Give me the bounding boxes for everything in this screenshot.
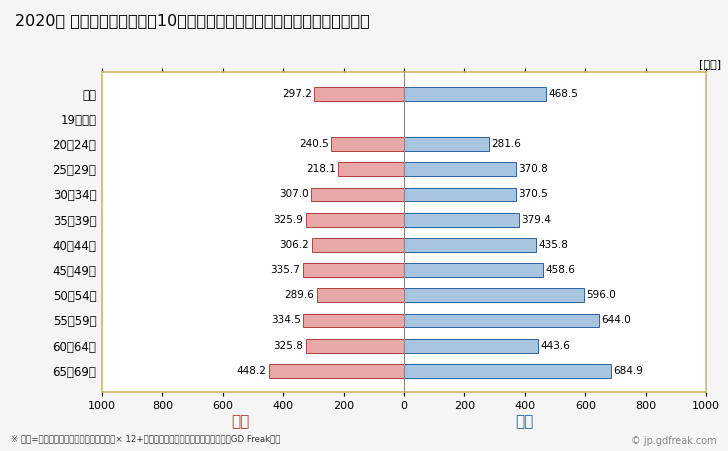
Text: ※ 年収=「きまって支給する現金給与額」× 12+「年間賞与その他特別給与額」としてGD Freak推計: ※ 年収=「きまって支給する現金給与額」× 12+「年間賞与その他特別給与額」と… [11,434,280,443]
Bar [312,238,404,252]
Bar [404,364,611,378]
Text: 男性: 男性 [515,414,534,429]
Text: 443.6: 443.6 [540,341,570,351]
Bar [404,313,598,327]
Bar [404,288,584,302]
Text: [万円]: [万円] [699,59,721,69]
Text: 379.4: 379.4 [521,215,551,225]
Bar [404,188,516,202]
Text: 306.2: 306.2 [280,240,309,250]
Bar [338,162,404,176]
Bar [404,238,536,252]
Text: 435.8: 435.8 [538,240,568,250]
Bar [331,137,404,151]
Text: 297.2: 297.2 [282,89,312,99]
Text: 458.6: 458.6 [545,265,575,275]
Text: 448.2: 448.2 [237,366,266,376]
Text: 240.5: 240.5 [299,139,329,149]
Text: 334.5: 334.5 [271,316,301,326]
Bar [314,87,404,101]
Bar [404,162,516,176]
Bar [306,339,404,353]
Text: 289.6: 289.6 [284,290,314,300]
Bar [404,263,542,277]
Text: 644.0: 644.0 [601,316,630,326]
Bar [404,339,538,353]
Bar [317,288,404,302]
Text: 307.0: 307.0 [280,189,309,199]
Text: 281.6: 281.6 [491,139,521,149]
Bar [404,213,518,226]
Bar [312,188,404,202]
Text: 370.8: 370.8 [518,164,548,174]
Bar [306,213,404,226]
Bar [303,313,404,327]
Bar [404,137,489,151]
Text: 女性: 女性 [231,414,250,429]
Text: © jp.gdfreak.com: © jp.gdfreak.com [631,437,717,446]
Text: 335.7: 335.7 [270,265,300,275]
Text: 325.9: 325.9 [273,215,303,225]
Bar [269,364,404,378]
Bar [303,263,404,277]
Text: 218.1: 218.1 [306,164,336,174]
Text: 684.9: 684.9 [614,366,644,376]
Text: 596.0: 596.0 [587,290,617,300]
Bar [404,87,545,101]
Text: 468.5: 468.5 [548,89,578,99]
Text: 325.8: 325.8 [273,341,303,351]
Text: 2020年 民間企業（従業者数10人以上）フルタイム労働者の男女別平均年収: 2020年 民間企業（従業者数10人以上）フルタイム労働者の男女別平均年収 [15,14,369,28]
Text: 370.5: 370.5 [518,189,548,199]
